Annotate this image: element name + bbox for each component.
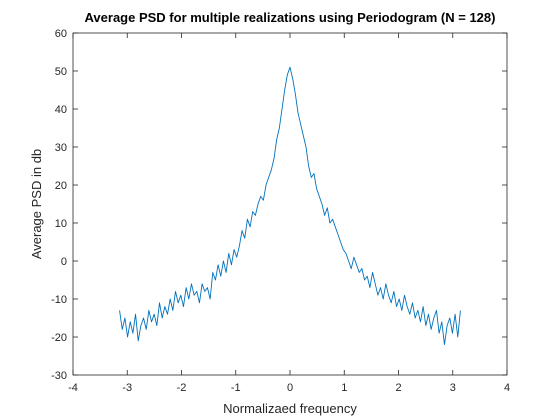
x-tick-label: 1 — [341, 382, 347, 394]
y-tick-label: -20 — [51, 332, 67, 344]
x-tick-label: 3 — [450, 382, 456, 394]
x-tick-label: -3 — [122, 382, 132, 394]
y-tick-label: -30 — [51, 370, 67, 382]
y-tick-label: 20 — [55, 180, 67, 192]
x-tick-label: -4 — [68, 382, 78, 394]
y-axis-label: Average PSD in db — [29, 149, 44, 259]
series-layer — [119, 66, 461, 346]
y-tick-label: 50 — [55, 66, 67, 78]
y-tick-label: 10 — [55, 218, 67, 230]
plot-box — [72, 32, 508, 376]
x-tick-label: 2 — [395, 382, 401, 394]
y-tick-label: 60 — [55, 28, 67, 40]
series-line — [119, 66, 461, 346]
x-tick-label: 4 — [504, 382, 510, 394]
y-tick-label: -10 — [51, 294, 67, 306]
x-axis-label: Normalizaed frequency — [223, 401, 357, 416]
x-tick-label: -1 — [231, 382, 241, 394]
x-tick-label: -2 — [177, 382, 187, 394]
x-tick-label: 0 — [287, 382, 293, 394]
chart-title: Average PSD for multiple realizations us… — [85, 10, 496, 25]
y-tick-label: 30 — [55, 142, 67, 154]
y-tick-label: 0 — [61, 256, 67, 268]
y-tick-label: 40 — [55, 104, 67, 116]
